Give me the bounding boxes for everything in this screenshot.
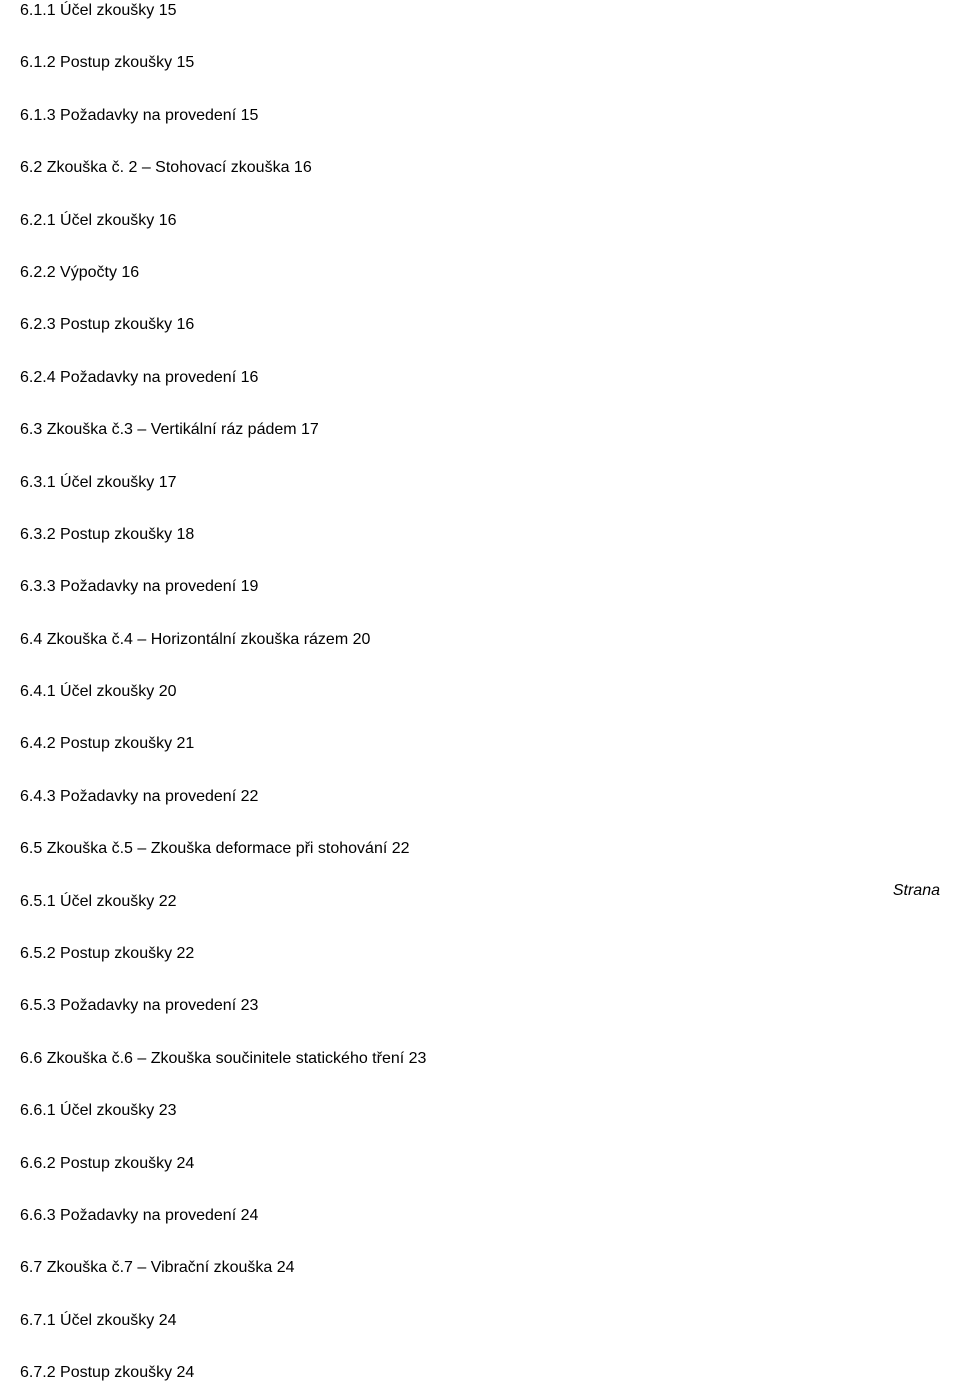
toc-entry: 6.3 Zkouška č.3 – Vertikální ráz pádem 1… xyxy=(20,419,940,441)
toc-entry: 6.6 Zkouška č.6 – Zkouška součinitele st… xyxy=(20,1048,940,1070)
toc-entry: 6.2.3 Postup zkoušky 16 xyxy=(20,314,940,336)
toc-entry: 6.7.1 Účel zkoušky 24 xyxy=(20,1310,940,1332)
toc-entry: 6.1.3 Požadavky na provedení 15 xyxy=(20,105,940,127)
toc-entry: 6.6.3 Požadavky na provedení 24 xyxy=(20,1205,940,1227)
toc-entry: 6.3.1 Účel zkoušky 17 xyxy=(20,472,940,494)
toc-entry: 6.4.1 Účel zkoušky 20 xyxy=(20,681,940,703)
toc-entry: 6.4.3 Požadavky na provedení 22 xyxy=(20,786,940,808)
toc-entry: 6.7 Zkouška č.7 – Vibrační zkouška 24 xyxy=(20,1257,940,1279)
document-page: Strana 6.1.1 Účel zkoušky 15 6.1.2 Postu… xyxy=(0,0,960,1389)
toc-entry: 6.1.1 Účel zkoušky 15 xyxy=(20,0,940,22)
toc-entry: 6.5 Zkouška č.5 – Zkouška deformace při … xyxy=(20,838,940,860)
toc-entry: 6.4 Zkouška č.4 – Horizontální zkouška r… xyxy=(20,629,940,651)
toc-entry: 6.2.4 Požadavky na provedení 16 xyxy=(20,367,940,389)
toc-entry: 6.2.1 Účel zkoušky 16 xyxy=(20,210,940,232)
toc-entry: 6.6.1 Účel zkoušky 23 xyxy=(20,1100,940,1122)
table-of-contents: 6.1.1 Účel zkoušky 15 6.1.2 Postup zkouš… xyxy=(0,0,960,1385)
toc-entry: 6.5.2 Postup zkoušky 22 xyxy=(20,943,940,965)
toc-entry: 6.6.2 Postup zkoušky 24 xyxy=(20,1153,940,1175)
toc-entry: 6.3.3 Požadavky na provedení 19 xyxy=(20,576,940,598)
toc-entry: 6.7.2 Postup zkoušky 24 xyxy=(20,1362,940,1384)
toc-entry: 6.2 Zkouška č. 2 – Stohovací zkouška 16 xyxy=(20,157,940,179)
toc-entry: 6.5.1 Účel zkoušky 22 xyxy=(20,891,940,913)
toc-entry: 6.4.2 Postup zkoušky 21 xyxy=(20,733,940,755)
toc-entry: 6.3.2 Postup zkoušky 18 xyxy=(20,524,940,546)
page-side-label: Strana xyxy=(893,882,940,900)
toc-entry: 6.2.2 Výpočty 16 xyxy=(20,262,940,284)
toc-entry: 6.5.3 Požadavky na provedení 23 xyxy=(20,995,940,1017)
toc-entry: 6.1.2 Postup zkoušky 15 xyxy=(20,52,940,74)
